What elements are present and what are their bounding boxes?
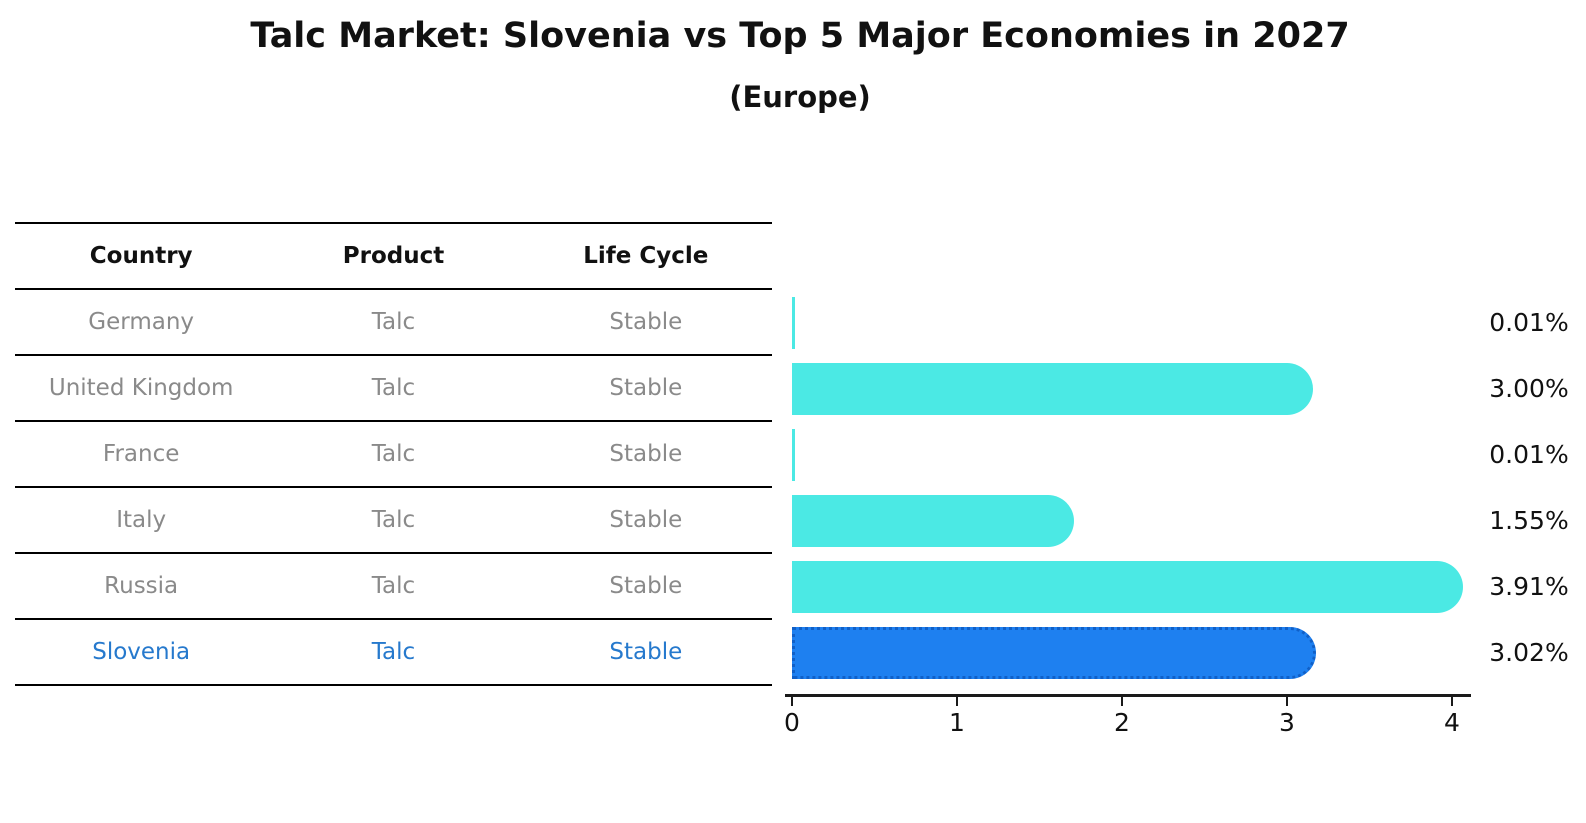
value-label: 3.00% [1489, 374, 1569, 403]
life-cycle-cell: Stable [519, 553, 772, 620]
table-row: Germany Talc Stable [15, 289, 772, 356]
product-cell: Talc [267, 619, 520, 686]
life-cycle-cell: Stable [519, 421, 772, 488]
table-row: Slovenia Talc Stable [15, 619, 772, 686]
bar [792, 627, 1316, 679]
x-axis-tick-label: 1 [949, 708, 965, 737]
country-cell: Russia [15, 553, 268, 620]
table-header-row: Country Product Life Cycle [15, 222, 772, 290]
x-axis-tick [956, 697, 958, 706]
x-axis-tick [1286, 697, 1288, 706]
life-cycle-cell: Stable [519, 487, 772, 554]
x-axis-tick [1451, 697, 1453, 706]
country-cell: Germany [15, 289, 268, 356]
x-axis-tick-label: 4 [1444, 708, 1460, 737]
country-cell: Slovenia [15, 619, 268, 686]
col-header-life-cycle: Life Cycle [519, 222, 772, 290]
bar [792, 429, 795, 481]
bar [792, 561, 1463, 613]
bar [792, 495, 1074, 547]
product-cell: Talc [267, 553, 520, 620]
life-cycle-cell: Stable [519, 619, 772, 686]
chart-subtitle: (Europe) [729, 80, 871, 114]
product-cell: Talc [267, 355, 520, 422]
table-row: Italy Talc Stable [15, 487, 772, 554]
table-row: Russia Talc Stable [15, 553, 772, 620]
x-axis-tick-label: 3 [1279, 708, 1295, 737]
x-axis-tick-label: 2 [1114, 708, 1130, 737]
country-cell: Italy [15, 487, 268, 554]
x-axis-tick-label: 0 [784, 708, 800, 737]
life-cycle-cell: Stable [519, 355, 772, 422]
table-row: France Talc Stable [15, 421, 772, 488]
product-cell: Talc [267, 289, 520, 356]
comparison-table: Country Product Life Cycle Germany Talc … [15, 222, 772, 686]
value-label: 1.55% [1489, 506, 1569, 535]
value-label: 0.01% [1489, 440, 1569, 469]
value-label: 3.91% [1489, 572, 1569, 601]
bar [792, 297, 795, 349]
x-axis-tick [1121, 697, 1123, 706]
bar [792, 363, 1313, 415]
life-cycle-cell: Stable [519, 289, 772, 356]
product-cell: Talc [267, 421, 520, 488]
country-cell: France [15, 421, 268, 488]
x-axis-line [785, 694, 1471, 697]
value-label: 3.02% [1489, 638, 1569, 667]
col-header-country: Country [15, 222, 268, 290]
col-header-product: Product [267, 222, 520, 290]
x-axis-tick [791, 697, 793, 706]
chart-title: Talc Market: Slovenia vs Top 5 Major Eco… [250, 16, 1350, 56]
value-label: 0.01% [1489, 308, 1569, 337]
table-row: United Kingdom Talc Stable [15, 355, 772, 422]
country-cell: United Kingdom [15, 355, 268, 422]
product-cell: Talc [267, 487, 520, 554]
